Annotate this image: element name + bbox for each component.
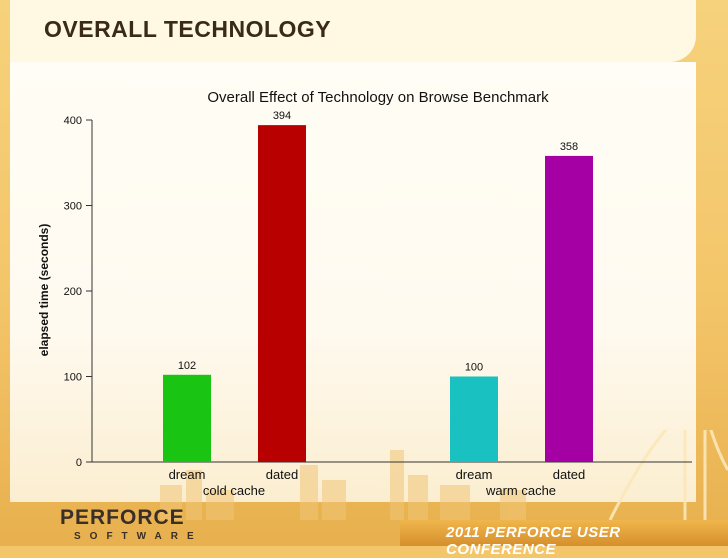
y-tick-label: 300 — [64, 201, 82, 213]
bar-dream-warm — [450, 376, 498, 462]
y-tick-label: 200 — [64, 286, 82, 298]
conference-banner — [400, 520, 728, 546]
bar-dated-warm — [545, 155, 593, 462]
category-label: dream — [456, 467, 493, 482]
y-tick-label: 400 — [64, 115, 82, 127]
group-label: cold cache — [203, 483, 265, 498]
bar-dream-cold — [163, 374, 211, 462]
logo-subtitle: SOFTWARE — [74, 531, 203, 542]
bar-chart: Overall Effect of Technology on Browse B… — [37, 89, 692, 498]
bar-value-label: 100 — [465, 362, 483, 374]
category-label: dated — [266, 467, 299, 482]
bar-value-label: 394 — [273, 110, 291, 122]
y-axis-label: elapsed time (seconds) — [37, 224, 51, 357]
category-label: dream — [169, 467, 206, 482]
chart-labels: 0 100 200 300 400 102 dream 394 dated 100 dream 358… — [64, 110, 586, 498]
chart-bars — [163, 125, 593, 462]
bridge-skyline-graphic — [160, 430, 728, 520]
bar-dated-cold — [258, 125, 306, 462]
slide-title: OVERALL TECHNOLOGY — [44, 16, 332, 42]
perforce-logo: PERFORCE SOFTWARE — [40, 506, 200, 546]
bar-value-label: 102 — [178, 360, 196, 372]
title-panel — [10, 0, 696, 62]
category-label: dated — [553, 467, 586, 482]
bar-value-label: 358 — [560, 141, 578, 153]
y-tick-label: 0 — [76, 457, 82, 469]
group-label: warm cache — [485, 483, 556, 498]
chart-title: Overall Effect of Technology on Browse B… — [207, 89, 549, 106]
y-tick-label: 100 — [64, 372, 82, 384]
logo-wordmark: PERFORCE — [60, 506, 185, 529]
